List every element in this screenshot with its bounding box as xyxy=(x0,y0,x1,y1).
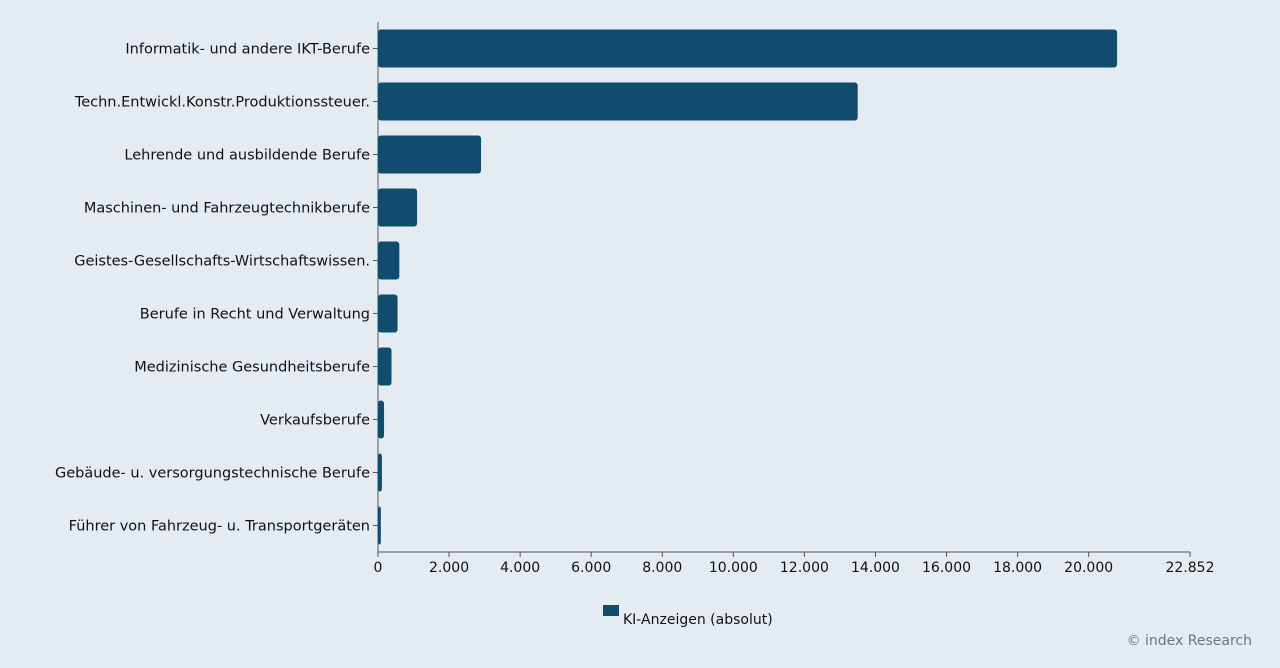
source-credit: © index Research xyxy=(1126,633,1252,649)
bar[interactable] xyxy=(378,82,858,121)
x-tick-label: 18.000 xyxy=(993,560,1042,576)
category-label: Lehrende und ausbildende Berufe xyxy=(124,148,370,164)
x-tick-label: 4.000 xyxy=(500,560,540,576)
bar[interactable] xyxy=(378,241,400,280)
category-label: Berufe in Recht und Verwaltung xyxy=(140,307,370,323)
x-tick-label: 6.000 xyxy=(571,560,611,576)
x-tick-label: 16.000 xyxy=(922,560,971,576)
category-label: Verkaufsberufe xyxy=(260,413,370,429)
category-label: Medizinische Gesundheitsberufe xyxy=(134,360,370,376)
x-tick-label: 20.000 xyxy=(1064,560,1113,576)
bar[interactable] xyxy=(378,135,482,174)
category-label: Führer von Fahrzeug- u. Transportgeräten xyxy=(69,519,370,535)
x-tick-label: 2.000 xyxy=(429,560,469,576)
category-label: Gebäude- u. versorgungstechnische Berufe xyxy=(55,466,370,482)
legend[interactable]: KI-Anzeigen (absolut) xyxy=(603,604,773,628)
bar[interactable] xyxy=(378,29,1118,68)
bar[interactable] xyxy=(378,347,392,386)
x-tick-label: 10.000 xyxy=(709,560,758,576)
category-label: Techn.Entwickl.Konstr.Produktionssteuer. xyxy=(74,95,370,111)
category-label: Maschinen- und Fahrzeugtechnikberufe xyxy=(84,201,370,217)
x-tick-label: 14.000 xyxy=(851,560,900,576)
bar[interactable] xyxy=(378,188,418,227)
bar[interactable] xyxy=(378,453,382,492)
legend-label: KI-Anzeigen (absolut) xyxy=(623,612,773,628)
bar[interactable] xyxy=(378,294,398,333)
x-tick-label: 8.000 xyxy=(642,560,682,576)
x-tick-label: 12.000 xyxy=(780,560,829,576)
category-label: Geistes-Gesellschafts-Wirtschaftswissen. xyxy=(74,254,370,270)
bar[interactable] xyxy=(378,400,385,439)
x-tick-label: 22.852 xyxy=(1166,560,1215,576)
category-label: Informatik- und andere IKT-Berufe xyxy=(125,42,370,58)
bar[interactable] xyxy=(378,506,381,545)
x-tick-label: 0 xyxy=(374,560,383,576)
legend-swatch xyxy=(603,605,619,616)
